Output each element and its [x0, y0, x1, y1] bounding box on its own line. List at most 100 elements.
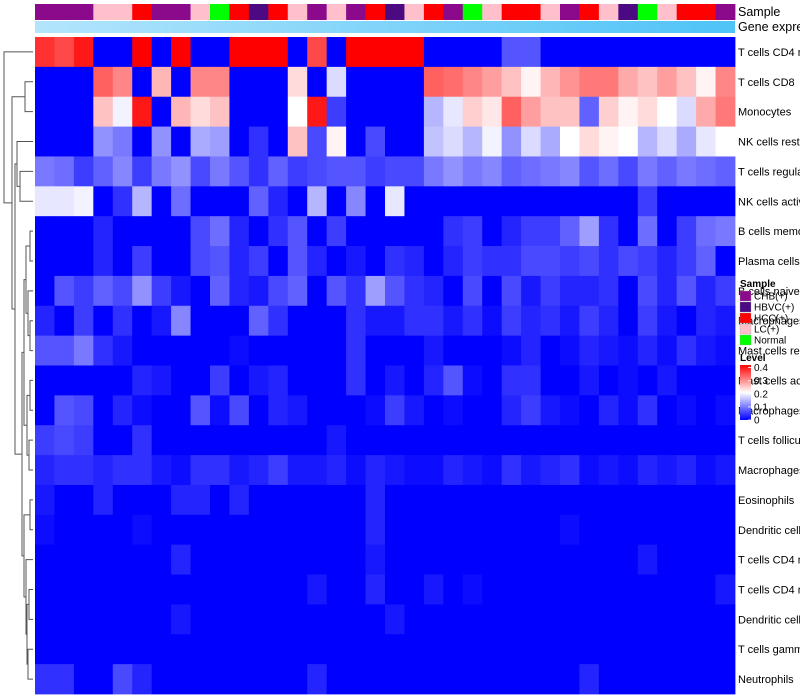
row-label: T cells CD8: [738, 77, 795, 89]
heatmap-cell: [385, 365, 405, 396]
heatmap-cell: [443, 664, 464, 695]
heatmap-cell: [540, 484, 561, 516]
heatmap-cell: [190, 275, 211, 307]
heatmap-cell: [54, 96, 75, 127]
sample-annotation-cell: [404, 4, 425, 20]
heatmap-cell: [579, 395, 600, 426]
heatmap-cell: [637, 395, 658, 426]
heatmap-cell: [715, 484, 736, 516]
heatmap-cell: [715, 156, 736, 187]
sample-annotation-cell: [171, 4, 191, 20]
sample-legend-swatch: [739, 323, 752, 335]
sample-annotation-cell: [637, 4, 658, 20]
sample-legend-label: Normal: [754, 336, 786, 347]
heatmap-cell: [579, 574, 600, 605]
heatmap-cell: [35, 365, 55, 396]
heatmap-cell: [637, 216, 658, 247]
heatmap-cell: [210, 425, 230, 456]
heatmap-cell: [132, 365, 153, 396]
heatmap-cell: [132, 425, 153, 456]
heatmap-cell: [229, 544, 250, 575]
heatmap-cell: [443, 305, 464, 337]
heatmap-cell: [423, 66, 444, 98]
heatmap-cell: [248, 66, 269, 98]
heatmap-cell: [229, 186, 250, 217]
heatmap-cell: [521, 156, 541, 187]
heatmap-cell: [598, 634, 619, 665]
sample-annotation-cell: [423, 4, 444, 20]
heatmap-cell: [210, 484, 230, 516]
heatmap-cell: [151, 305, 172, 337]
heatmap-cell: [423, 484, 444, 516]
heatmap-cell: [326, 37, 347, 68]
heatmap-cell: [35, 37, 55, 68]
heatmap-cell: [637, 96, 658, 127]
heatmap-cell: [696, 37, 716, 68]
heatmap-cell: [560, 186, 580, 217]
heatmap-cell: [501, 455, 522, 486]
heatmap-cell: [326, 604, 347, 635]
heatmap-cell: [132, 66, 153, 98]
heatmap-cell: [423, 246, 444, 277]
heatmap-cell: [715, 305, 736, 337]
sample-annotation-cell: [579, 4, 600, 20]
heatmap-cell: [287, 216, 308, 247]
heatmap-cell: [151, 395, 172, 426]
heatmap-cell: [248, 275, 269, 307]
heatmap-cell: [287, 395, 308, 426]
heatmap-cell: [501, 96, 522, 127]
heatmap-cell: [307, 96, 328, 127]
heatmap-cell: [210, 455, 230, 486]
heatmap-cell: [443, 275, 464, 307]
dendrogram-branch: [29, 320, 33, 352]
heatmap-cell: [696, 96, 716, 127]
heatmap-cell: [287, 634, 308, 665]
heatmap-cell: [560, 484, 580, 516]
heatmap-cell: [657, 484, 678, 516]
heatmap-cell: [365, 484, 386, 516]
heatmap-cell: [696, 305, 716, 337]
heatmap-cell: [190, 634, 211, 665]
heatmap-cell: [579, 664, 600, 695]
heatmap-cell: [404, 126, 425, 157]
heatmap-cell: [210, 305, 230, 337]
heatmap-cell: [521, 634, 541, 665]
heatmap-cell: [365, 66, 386, 98]
heatmap-cell: [560, 126, 580, 157]
heatmap-cell: [560, 156, 580, 187]
heatmap-cell: [73, 305, 94, 337]
heatmap-cell: [715, 664, 736, 695]
heatmap-cell: [132, 156, 153, 187]
row-label: NK cells activated: [738, 196, 800, 208]
heatmap-cell: [268, 335, 289, 366]
dendrogram-branch: [29, 230, 33, 262]
sample-annotation-cell: [657, 4, 678, 20]
heatmap-cell: [560, 365, 580, 396]
heatmap-cell: [423, 96, 444, 127]
heatmap-cell: [521, 335, 541, 366]
heatmap-cell: [521, 216, 541, 247]
dendrogram-branch: [19, 170, 33, 202]
heatmap-cell: [229, 216, 250, 247]
heatmap-cell: [210, 604, 230, 635]
heatmap-cell: [657, 365, 678, 396]
heatmap-cell: [190, 66, 211, 98]
heatmap-cell: [229, 395, 250, 426]
heatmap-cell: [248, 604, 269, 635]
heatmap-cell: [54, 156, 75, 187]
heatmap-cell: [443, 574, 464, 605]
heatmap-cell: [307, 425, 328, 456]
heatmap-cell: [54, 664, 75, 695]
heatmap-cell: [404, 634, 425, 665]
heatmap-cell: [54, 246, 75, 277]
heatmap-cell: [346, 126, 366, 157]
heatmap-cell: [462, 66, 483, 98]
heatmap-cell: [540, 66, 561, 98]
heatmap-cell: [73, 246, 94, 277]
heatmap-cell: [248, 216, 269, 247]
heatmap-cell: [35, 604, 55, 635]
heatmap-cell: [151, 246, 172, 277]
heatmap-cell: [190, 455, 211, 486]
heatmap-cell: [346, 395, 366, 426]
heatmap-cell: [132, 126, 153, 157]
